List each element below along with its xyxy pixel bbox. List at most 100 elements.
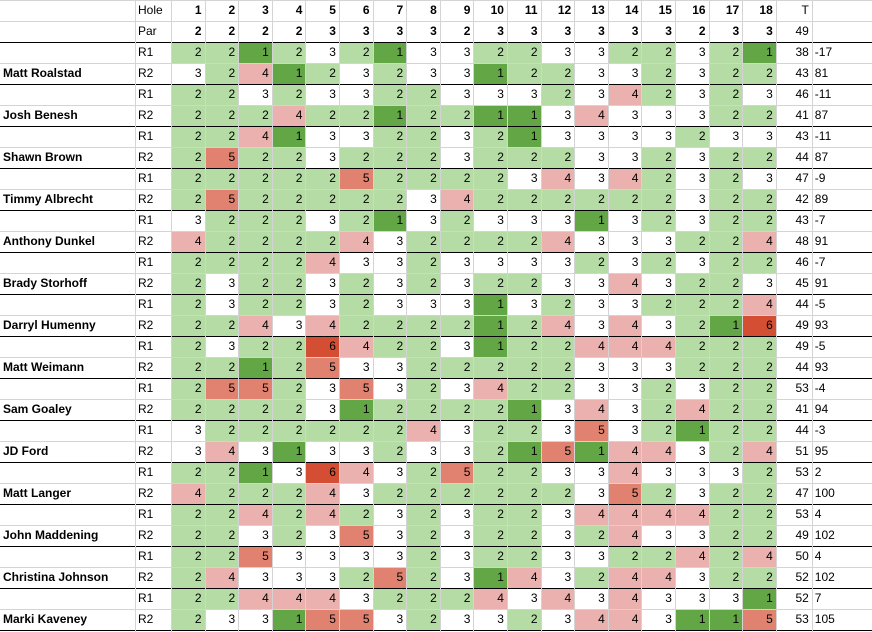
hole-number[interactable]: 9 [463, 3, 471, 17]
score-cell[interactable]: 3 [507, 588, 541, 609]
score-cell[interactable]: 3 [607, 63, 642, 84]
score-cell[interactable]: 2 [641, 546, 675, 567]
score-cell[interactable]: 3 [540, 462, 575, 483]
score-cell[interactable]: 2 [204, 168, 239, 189]
score-cell[interactable]: 2 [339, 420, 373, 441]
score-cell[interactable]: 2 [439, 105, 474, 126]
player-name[interactable]: Matt Weimann [3, 360, 85, 374]
hole-number[interactable]: 13 [591, 3, 605, 17]
par-row-label[interactable]: Par [138, 24, 157, 38]
score-cell[interactable]: 2 [439, 588, 474, 609]
score-cell[interactable]: 2 [372, 399, 407, 420]
score-to-par[interactable]: -7 [814, 213, 826, 227]
score-cell[interactable]: 3 [708, 462, 743, 483]
score-cell[interactable]: 4 [271, 588, 306, 609]
score-cell[interactable]: 2 [339, 504, 373, 525]
score-cell[interactable]: 3 [507, 84, 541, 105]
score-cell[interactable]: 2 [742, 147, 776, 168]
score-cell[interactable]: 3 [607, 294, 642, 315]
score-cell[interactable]: 2 [171, 189, 205, 210]
score-cell[interactable]: 2 [271, 231, 306, 252]
score-cell[interactable]: 2 [473, 441, 507, 462]
score-cell[interactable]: 3 [339, 483, 373, 504]
score-cell[interactable]: 3 [238, 567, 272, 588]
score-cell[interactable]: 2 [305, 231, 339, 252]
round-total[interactable]: 46 [795, 255, 809, 269]
score-cell[interactable]: 2 [540, 483, 575, 504]
score-cell[interactable]: 3 [372, 504, 407, 525]
score-cell[interactable]: 2 [507, 378, 541, 399]
player-name[interactable]: Timmy Albrecht [3, 192, 94, 206]
score-cell[interactable]: 2 [540, 294, 575, 315]
score-cell[interactable]: 3 [439, 294, 474, 315]
hole-number[interactable]: 3 [262, 3, 269, 17]
score-cell[interactable]: 5 [339, 525, 373, 546]
score-cell[interactable]: 3 [473, 210, 507, 231]
score-cell[interactable]: 3 [540, 252, 575, 273]
score-cell[interactable]: 2 [171, 546, 205, 567]
hole-number[interactable]: 14 [625, 3, 639, 17]
score-cell[interactable]: 2 [271, 504, 306, 525]
hole-number[interactable]: 16 [692, 3, 706, 17]
score-cell[interactable]: 2 [641, 294, 675, 315]
score-cell[interactable]: 2 [271, 525, 306, 546]
score-cell[interactable]: 4 [742, 294, 776, 315]
score-cell[interactable]: 3 [675, 567, 709, 588]
score-cell[interactable]: 3 [607, 210, 642, 231]
score-cell[interactable]: 5 [305, 609, 339, 630]
score-cell[interactable]: 1 [238, 462, 272, 483]
score-cell[interactable]: 1 [372, 42, 407, 63]
score-cell[interactable]: 3 [675, 378, 709, 399]
score-cell[interactable]: 2 [540, 63, 575, 84]
score-cell[interactable]: 2 [305, 420, 339, 441]
score-cell[interactable]: 3 [607, 147, 642, 168]
cumulative-total[interactable]: 100 [814, 486, 835, 500]
score-cell[interactable]: 5 [204, 189, 239, 210]
score-cell[interactable]: 3 [574, 84, 608, 105]
score-cell[interactable]: 3 [574, 483, 608, 504]
score-cell[interactable]: 3 [271, 567, 306, 588]
par-value[interactable]: 3 [732, 24, 740, 38]
score-cell[interactable]: 2 [708, 147, 743, 168]
score-cell[interactable]: 3 [439, 147, 474, 168]
score-cell[interactable]: 2 [641, 168, 675, 189]
score-cell[interactable]: 1 [372, 210, 407, 231]
round-total[interactable]: 41 [795, 402, 809, 416]
score-cell[interactable]: 5 [305, 357, 339, 378]
score-cell[interactable]: 4 [204, 567, 239, 588]
score-cell[interactable]: 2 [742, 357, 776, 378]
score-cell[interactable]: 4 [607, 588, 642, 609]
score-cell[interactable]: 2 [238, 252, 272, 273]
score-cell[interactable]: 4 [238, 588, 272, 609]
score-cell[interactable]: 2 [171, 168, 205, 189]
score-cell[interactable]: 4 [641, 567, 675, 588]
score-cell[interactable]: 2 [406, 252, 440, 273]
score-cell[interactable]: 2 [540, 357, 575, 378]
score-cell[interactable]: 2 [473, 189, 507, 210]
score-cell[interactable]: 2 [473, 546, 507, 567]
score-cell[interactable]: 5 [204, 378, 239, 399]
score-cell[interactable]: 2 [641, 483, 675, 504]
score-cell[interactable]: 2 [641, 399, 675, 420]
par-value[interactable]: 3 [564, 24, 572, 38]
score-cell[interactable]: 3 [305, 126, 339, 147]
score-cell[interactable]: 1 [574, 210, 608, 231]
score-cell[interactable]: 2 [204, 84, 239, 105]
score-cell[interactable]: 3 [574, 315, 608, 336]
cumulative-total[interactable]: 91 [814, 234, 829, 248]
score-cell[interactable]: 4 [540, 315, 575, 336]
score-cell[interactable]: 2 [372, 84, 407, 105]
player-name[interactable]: Marki Kaveney [3, 612, 88, 626]
score-cell[interactable]: 6 [742, 315, 776, 336]
score-cell[interactable]: 3 [675, 147, 709, 168]
par-value[interactable]: 3 [396, 24, 404, 38]
score-cell[interactable]: 3 [339, 546, 373, 567]
score-cell[interactable]: 4 [171, 483, 205, 504]
score-cell[interactable]: 2 [708, 168, 743, 189]
cumulative-total[interactable]: 89 [814, 192, 829, 206]
score-cell[interactable]: 2 [675, 273, 709, 294]
score-cell[interactable]: 3 [271, 315, 306, 336]
round-label[interactable]: R2 [138, 612, 154, 626]
score-cell[interactable]: 4 [473, 588, 507, 609]
round-total[interactable]: 48 [795, 234, 809, 248]
